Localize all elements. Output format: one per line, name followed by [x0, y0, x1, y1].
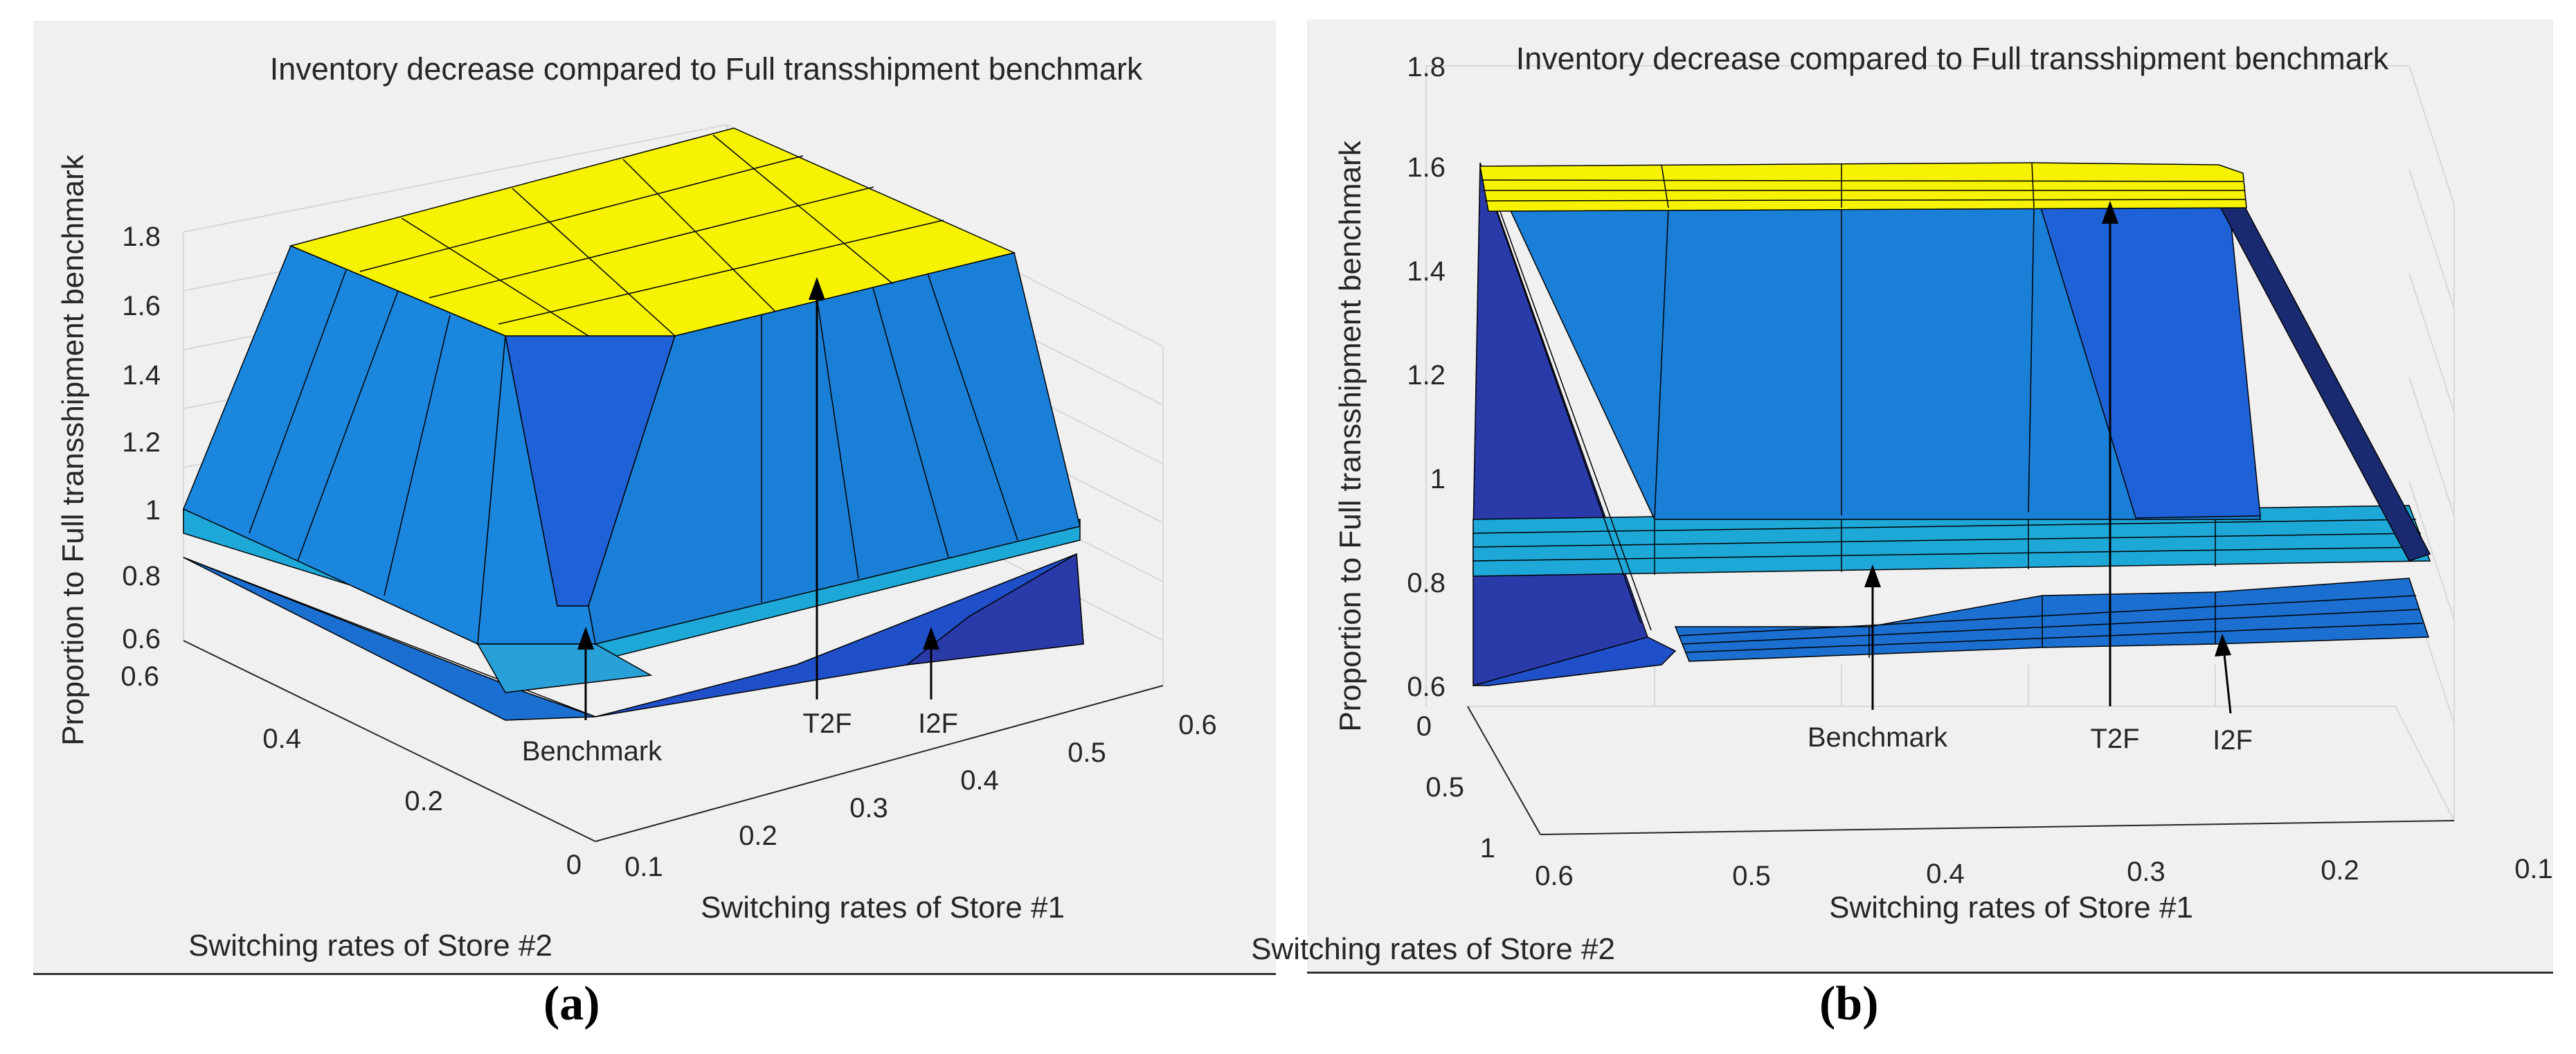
chart-a-z-ticks: 0.6 0.8 1 1.2 1.4 1.6 1.8: [122, 222, 161, 654]
chart-b-surface-benchmark: [1472, 505, 2431, 577]
chart-b-surface-i2f: [1674, 578, 2430, 662]
chart-a-surface-t2f: [183, 245, 1081, 693]
chart-b-title: Inventory decrease compared to Full tran…: [1516, 41, 2389, 76]
chart-a-z-tick: 0.8: [122, 561, 161, 591]
chart-b-ylabel: Switching rates of Store #2: [1251, 932, 1615, 966]
chart-b-x-tick: 0.3: [2127, 857, 2165, 887]
chart-a-x-tick: 0.3: [849, 793, 888, 823]
chart-a-t2f-ribs: [249, 269, 1018, 602]
chart-a-arrowhead-t2f: [809, 277, 825, 300]
chart-a-y-tick: 0: [566, 850, 582, 880]
chart-b-i2f-band-lines: [1678, 592, 2424, 658]
chart-b-y-ticks: 0 0.5 1: [1416, 711, 1495, 864]
chart-b-z-tick: 1.2: [1407, 360, 1445, 391]
chart-a-z-tick: 1: [145, 495, 161, 526]
chart-a-axes: [183, 640, 1164, 842]
chart-a-arrowhead-benchmark: [577, 627, 594, 650]
chart-b-z-tick: 1.6: [1407, 152, 1445, 183]
chart-b-y-tick: 1: [1480, 833, 1495, 864]
chart-b-plateau-band: [1479, 162, 2247, 212]
chart-a-z-tick: 1.4: [122, 360, 161, 391]
chart-b-surface-t2f: [1495, 200, 2431, 631]
chart-a-arrow-heads: [577, 277, 939, 650]
chart-b-wedge-base: [1472, 636, 1677, 686]
chart-a-plateau: [289, 127, 1016, 337]
chart-b-t2f-ribs: [1495, 207, 2035, 631]
chart-a-y-ticks: 0 0.2 0.4 0.6: [120, 661, 582, 880]
chart-a-benchmark-pocket: [476, 643, 653, 693]
chart-a-i2f-navy-patch: [905, 553, 1084, 666]
chart-a-title: Inventory decrease compared to Full tran…: [270, 51, 1143, 87]
chart-b-gridlines: [1425, 65, 2455, 821]
chart-a-z-tick: 0.6: [122, 624, 161, 654]
chart-a-z-tick: 1.6: [122, 291, 161, 321]
chart-a-x-tick: 0.2: [739, 821, 777, 851]
chart-b-annotation-t2f: T2F: [2090, 724, 2139, 754]
chart-b-axes: [1467, 706, 2455, 835]
chart-a-x-tick: 0.1: [624, 852, 663, 882]
chart-b-z-tick: 1.4: [1407, 256, 1445, 287]
chart-b-arrow-heads: [1864, 201, 2231, 656]
chart-b-y-tick: 0: [1416, 711, 1432, 742]
chart-b-arrow-i2f: [2222, 647, 2232, 714]
chart-b-annotation-i2f: I2F: [2213, 725, 2253, 756]
chart-a-annotation-arrows: [584, 291, 933, 720]
subfigure-label-a-text: (a): [543, 977, 600, 1030]
subfigure-label-b: (b): [1819, 976, 1879, 1032]
chart-b-plateau: [1479, 162, 2247, 212]
chart-b-x-tick: 0.5: [1732, 861, 1771, 891]
chart-b: Inventory decrease compared to Full tran…: [1251, 41, 2553, 966]
chart-a-x-tick: 0.6: [1178, 710, 1217, 740]
chart-b-arrowhead-i2f: [2215, 634, 2231, 656]
chart-a-y-tick: 0.4: [262, 724, 301, 754]
chart-a: Inventory decrease compared to Full tran…: [56, 51, 1217, 963]
chart-b-zlabel: Proportion to Full transshipment benchma…: [1333, 140, 1367, 732]
chart-b-plateau-lines: [1481, 162, 2246, 208]
chart-a-zlabel: Proportion to Full transshipment benchma…: [56, 154, 90, 746]
chart-a-y-tick: 0.6: [120, 661, 159, 692]
chart-a-xlabel: Switching rates of Store #1: [701, 891, 1065, 925]
chart-a-i2f-edge-strip: [183, 557, 596, 721]
chart-a-arrowhead-i2f: [923, 627, 939, 650]
chart-a-z-tick: 1.2: [122, 427, 161, 458]
chart-b-z-ticks: 0.6 0.8 1 1.2 1.4 1.6 1.8: [1407, 52, 1445, 702]
chart-b-x-ticks: 0.6 0.5 0.4 0.3 0.2 0.1: [1535, 854, 2553, 891]
chart-a-surface-i2f: [183, 553, 1084, 721]
chart-b-x-tick: 0.1: [2514, 854, 2553, 884]
chart-a-x-tick: 0.4: [960, 765, 999, 796]
chart-b-annotation-arrows: [1871, 215, 2232, 714]
chart-a-x-ticks: 0.1 0.2 0.3 0.4 0.5 0.6: [624, 710, 1217, 882]
chart-a-x-tick: 0.5: [1068, 738, 1106, 768]
chart-b-annotation-benchmark: Benchmark: [1808, 722, 1948, 753]
chart-b-z-tick: 1.8: [1407, 52, 1445, 82]
chart-a-plateau-gridlines: [359, 134, 944, 337]
chart-a-plateau-top: [289, 127, 1016, 337]
chart-b-y-tick: 0.5: [1425, 772, 1464, 803]
chart-b-z-tick: 0.8: [1407, 568, 1445, 598]
subfigure-label-b-text: (b): [1819, 977, 1879, 1030]
subfigure-label-a: (a): [543, 976, 600, 1032]
chart-b-benchmark-band-lines: [1472, 509, 2426, 575]
chart-b-x-tick: 0.4: [1926, 859, 1965, 889]
chart-b-xlabel: Switching rates of Store #1: [1829, 891, 2193, 925]
chart-a-annotation-benchmark: Benchmark: [522, 736, 663, 767]
chart-a-y-tick: 0.2: [404, 786, 443, 816]
chart-b-arrowhead-benchmark: [1864, 564, 1881, 587]
chart-a-z-tick: 1.8: [122, 222, 161, 252]
chart-a-annotation-i2f: I2F: [918, 708, 958, 739]
chart-a-ylabel: Switching rates of Store #2: [188, 929, 552, 963]
chart-a-annotation-t2f: T2F: [802, 708, 852, 739]
chart-b-x-tick: 0.2: [2321, 855, 2359, 886]
chart-b-i2f-band: [1674, 578, 2430, 662]
chart-b-arrowhead-t2f: [2102, 201, 2118, 224]
chart-b-z-tick: 0.6: [1407, 672, 1445, 702]
chart-b-z-tick: 1: [1430, 464, 1445, 494]
chart-b-x-tick: 0.6: [1535, 861, 1574, 891]
